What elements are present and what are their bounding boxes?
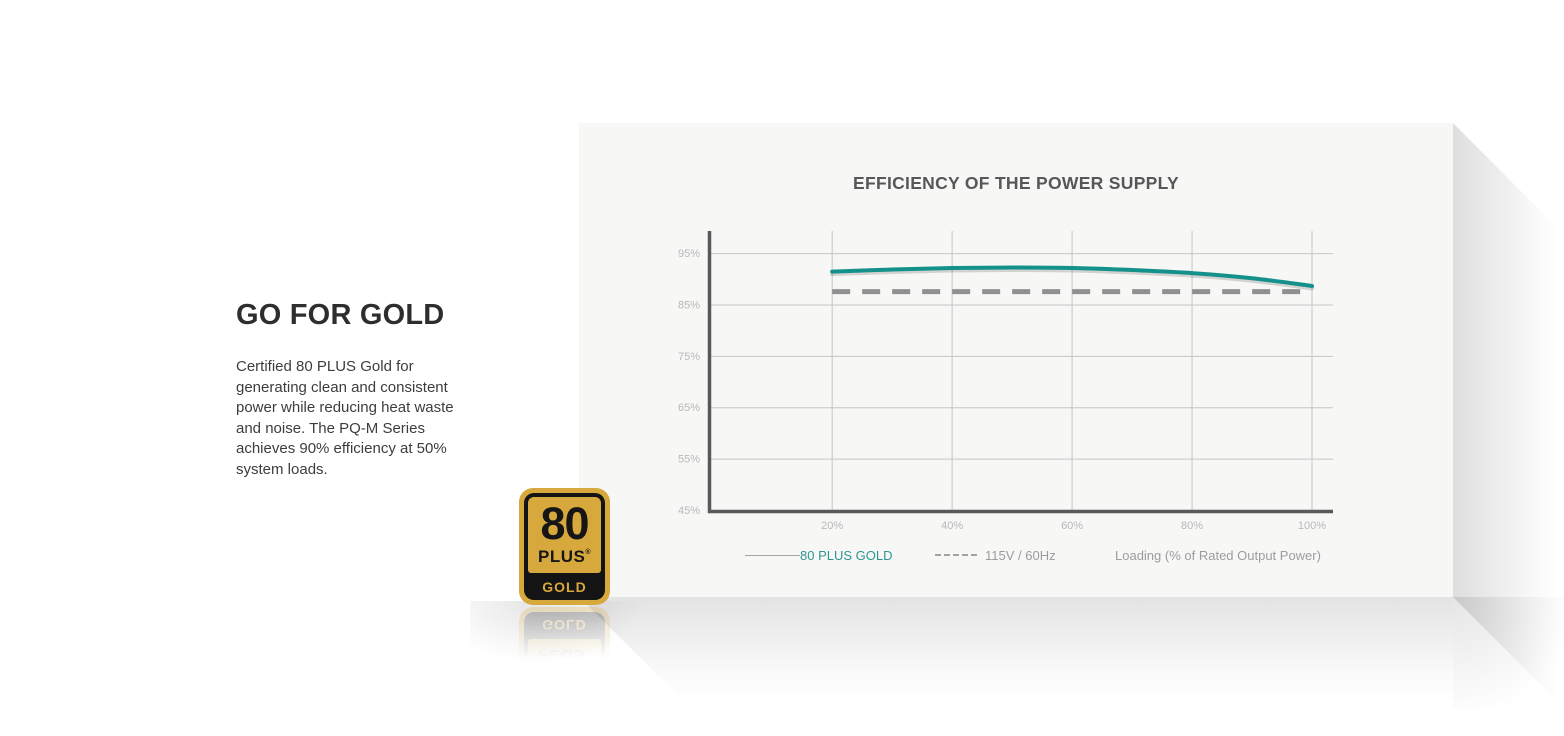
efficiency-curve	[830, 265, 1315, 288]
y-tick-label: 75%	[678, 351, 700, 363]
badge-plus-label: PLUS®	[537, 547, 591, 566]
x-tick-label: 80%	[1181, 520, 1203, 532]
badge-tier-label: GOLD	[542, 578, 587, 595]
x-tick-label: 100%	[1298, 520, 1326, 532]
card-shadow-corner	[1453, 597, 1564, 708]
chart-legend: 80 PLUS GOLD 115V / 60Hz Loading (% of R…	[579, 546, 1453, 566]
x-tick-label: 60%	[1061, 520, 1083, 532]
legend-dashed-line-icon	[935, 554, 977, 556]
badge-number: 80	[540, 663, 589, 714]
efficiency-chart: 95% 85% 75% 65% 55% 45% 20% 40% 60% 80% 100%	[678, 231, 1333, 532]
gold-badge: 80 PLUS® GOLD	[519, 488, 610, 605]
badge-plus-label: PLUS®	[537, 646, 591, 665]
badge-gold-panel: 80 PLUS®	[528, 639, 601, 715]
y-tick-label: 85%	[678, 299, 700, 311]
badge-shadow	[470, 601, 660, 671]
badge-inner-frame: 80 PLUS® GOLD	[524, 612, 605, 719]
badge-gold-panel: 80 PLUS®	[528, 497, 601, 573]
chart-title: EFFICIENCY OF THE POWER SUPPLY	[853, 173, 1179, 193]
badge-tier-label: GOLD	[542, 617, 587, 634]
x-axis-title: Loading (% of Rated Output Power)	[1115, 548, 1321, 563]
badge-reg-mark: ®	[585, 549, 591, 556]
legend-label-80-plus-gold: 80 PLUS GOLD	[800, 548, 893, 563]
intro-paragraph: Certified 80 PLUS Gold for generating cl…	[236, 358, 454, 478]
card-shadow-right	[1453, 123, 1564, 708]
badge-inner-frame: 80 PLUS® GOLD	[524, 493, 605, 600]
legend-label-115v-60hz: 115V / 60Hz	[985, 548, 1056, 563]
badge-reflection: 80 PLUS® GOLD	[519, 607, 610, 724]
intro-section: GO FOR GOLD Certified 80 PLUS Gold for g…	[236, 299, 476, 480]
efficiency-curve-shadow	[830, 267, 1315, 291]
y-tick-label: 45%	[678, 505, 700, 517]
intro-heading: GO FOR GOLD	[236, 299, 445, 331]
y-tick-label: 95%	[678, 248, 700, 260]
legend-solid-line-icon	[745, 555, 800, 556]
x-tick-label: 20%	[821, 520, 843, 532]
y-tick-label: 55%	[678, 454, 700, 466]
badge-reg-mark: ®	[585, 656, 591, 663]
y-tick-label: 65%	[678, 402, 700, 414]
badge-number: 80	[540, 498, 589, 549]
card-shadow-bottom	[579, 597, 1453, 708]
x-tick-label: 40%	[941, 520, 963, 532]
chart-card: EFFICIENCY OF THE POWER SUPPLY 95% 85% 75%…	[579, 123, 1453, 597]
